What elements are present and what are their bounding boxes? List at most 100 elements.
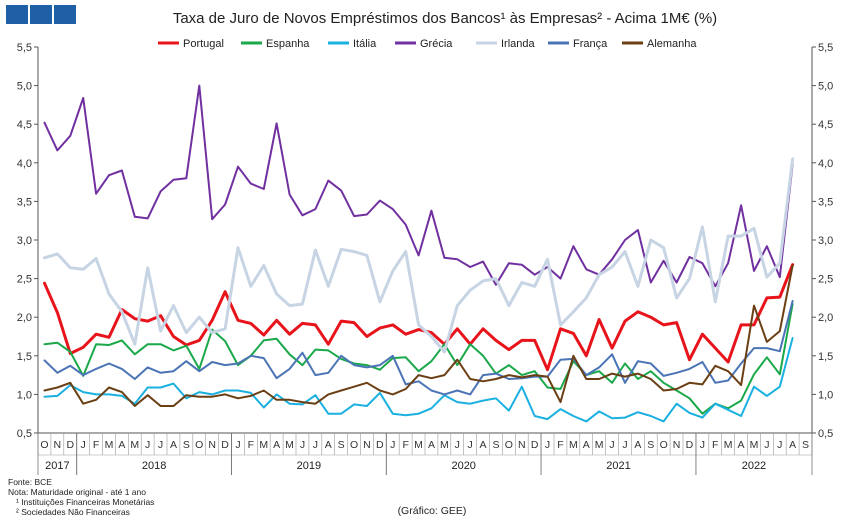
month-label: O [40, 439, 48, 451]
month-label: S [647, 439, 654, 451]
month-label: A [170, 439, 177, 451]
month-label: M [724, 439, 733, 451]
y-tick-label-right: 0,5 [818, 428, 833, 440]
month-label: A [583, 439, 590, 451]
legend: Portugal Espanha Itália Grécia Irlanda França… [158, 38, 697, 50]
month-label: J [545, 439, 550, 451]
logo-squares [6, 5, 76, 24]
month-label: M [130, 439, 139, 451]
month-label: M [285, 439, 294, 451]
month-label: A [273, 439, 280, 451]
y-tick-label: 5,5 [17, 42, 32, 54]
logo-square [6, 5, 28, 24]
month-label: F [402, 439, 408, 451]
logo-square [30, 5, 52, 24]
month-label: D [221, 439, 229, 451]
month-label: A [428, 439, 435, 451]
month-label: S [492, 439, 499, 451]
y-tick-label-right: 5,0 [818, 81, 833, 93]
month-label: A [634, 439, 641, 451]
legend-label: Itália [353, 38, 377, 50]
month-label: M [569, 439, 578, 451]
month-label: J [764, 439, 769, 451]
month-label: M [595, 439, 604, 451]
chart-title: Taxa de Juro de Novos Empréstimos dos Ba… [173, 10, 717, 27]
month-label: M [105, 439, 114, 451]
y-tick-label-right: 4,0 [818, 158, 833, 170]
y-tick-label-right: 5,5 [818, 42, 833, 54]
month-label: J [468, 439, 473, 451]
month-label: D [376, 439, 384, 451]
y-tick-label: 2,0 [17, 312, 32, 324]
month-label: A [118, 439, 125, 451]
legend-label: Alemanha [647, 38, 697, 50]
year-label: 2019 [297, 460, 321, 472]
year-label: 2020 [451, 460, 475, 472]
month-label: O [660, 439, 668, 451]
year-label: 2021 [606, 460, 630, 472]
month-label: D [531, 439, 539, 451]
footnote-2: ² Sociedades Não Financeiras [16, 507, 130, 517]
month-label: N [518, 439, 526, 451]
month-label: A [738, 439, 745, 451]
legend-label: Irlanda [501, 38, 536, 50]
series-line-espanha [43, 303, 794, 415]
footnote-source: Fonte: BCE [8, 477, 52, 487]
month-label: J [455, 439, 460, 451]
month-label: A [325, 439, 332, 451]
month-label: J [300, 439, 305, 451]
y-tick-label-right: 3,5 [818, 196, 833, 208]
month-label: N [54, 439, 62, 451]
footnote-1: ¹ Instituições Financeiras Monetárias [16, 497, 154, 507]
month-label: S [338, 439, 345, 451]
y-tick-label: 1,0 [17, 389, 32, 401]
month-label: N [208, 439, 216, 451]
month-label: F [557, 439, 563, 451]
legend-label: Portugal [183, 38, 224, 50]
month-label: N [363, 439, 371, 451]
y-tick-label: 3,5 [17, 196, 32, 208]
month-label: J [145, 439, 150, 451]
month-label: S [802, 439, 809, 451]
y-tick-label: 4,0 [17, 158, 32, 170]
month-label: M [440, 439, 449, 451]
series-line-portugal [43, 263, 795, 372]
y-tick-label-right: 1,5 [818, 351, 833, 363]
y-tick-label-right: 1,0 [818, 389, 833, 401]
footnotes: Fonte: BCE Nota: Maturidade original - a… [8, 477, 466, 517]
month-label: M [414, 439, 423, 451]
y-tick-label: 2,5 [17, 274, 32, 286]
series-line-alemanha [43, 264, 794, 407]
y-tick-label-right: 4,5 [818, 119, 833, 131]
legend-label: França [573, 38, 608, 50]
month-label: J [390, 439, 395, 451]
y-tick-label: 5,0 [17, 81, 32, 93]
month-label: J [777, 439, 782, 451]
month-label: J [158, 439, 163, 451]
y-tick-label-right: 2,0 [818, 312, 833, 324]
legend-label: Espanha [266, 38, 310, 50]
month-label: O [505, 439, 513, 451]
month-label: J [700, 439, 705, 451]
year-label: 2017 [45, 460, 69, 472]
y-tick-label-right: 2,5 [818, 274, 833, 286]
series-line-itália [43, 337, 794, 423]
y-tick-label: 3,0 [17, 235, 32, 247]
year-label: 2022 [742, 460, 766, 472]
logo-square [54, 5, 76, 24]
month-label: J [622, 439, 627, 451]
month-label: D [66, 439, 74, 451]
month-label: F [248, 439, 254, 451]
month-label: J [609, 439, 614, 451]
month-label: S [183, 439, 190, 451]
footnote-note: Nota: Maturidade original - até 1 ano [8, 487, 146, 497]
month-label: N [673, 439, 681, 451]
month-label: M [750, 439, 759, 451]
y-tick-label: 0,5 [17, 428, 32, 440]
plot-area [43, 84, 795, 423]
month-label: F [93, 439, 99, 451]
month-label: F [712, 439, 718, 451]
month-label: D [686, 439, 694, 451]
axes: 0,5 0,5 1,0 1,0 1,5 1,5 2,0 2,0 2,5 2,5 3,0 3,0 3,5 3… [17, 42, 833, 475]
